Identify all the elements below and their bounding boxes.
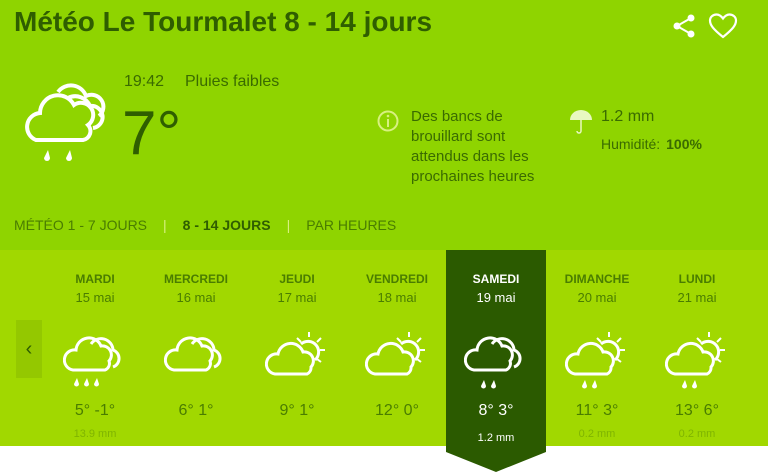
day-precipitation: 0.2 mm — [578, 428, 616, 440]
day-name: DIMANCHE — [564, 272, 630, 286]
current-condition: Pluies faibles — [185, 73, 280, 90]
sun-cloud-rain2-icon — [665, 332, 725, 389]
day-forecast[interactable]: LUNDI 21 mai 13° 6° 0.2 mm — [647, 250, 747, 446]
cloud-rain2-icon — [464, 336, 522, 389]
tab-separator: | — [163, 217, 167, 233]
day-forecast[interactable]: JEUDI 17 mai 9° 1° — [247, 250, 347, 446]
day-forecast[interactable]: VENDREDI 18 mai 12° 0° — [347, 250, 447, 446]
info-icon — [377, 110, 399, 132]
day-forecast[interactable]: MERCREDI 16 mai 6° 1° — [146, 250, 246, 446]
humidity-label: Humidité: — [601, 136, 661, 152]
tab-8-14-days[interactable]: 8 - 14 JOURS — [182, 217, 271, 233]
day-precipitation: 13.9 mm — [73, 428, 117, 440]
day-forecast[interactable]: SAMEDI 19 mai 8° 3° 1.2 mm — [446, 250, 546, 472]
current-temperature: 7° — [122, 99, 182, 168]
day-date: 17 mai — [277, 290, 317, 305]
current-weather-panel — [0, 0, 768, 250]
tab-1-7-days[interactable]: MÉTÉO 1 - 7 JOURS — [14, 217, 148, 233]
day-date: 15 mai — [75, 290, 115, 305]
day-temperatures: 6° 1° — [178, 402, 214, 419]
observation-time: 19:42 — [124, 73, 165, 90]
cloud-rain-icon — [25, 83, 106, 161]
share-icon[interactable] — [670, 12, 698, 40]
day-temperatures: 9° 1° — [279, 402, 315, 419]
day-temperatures: 8° 3° — [478, 402, 514, 419]
tab-separator: | — [286, 217, 291, 233]
cloud-rain3-icon — [63, 336, 121, 387]
day-temperatures: 13° 6° — [675, 402, 719, 419]
day-date: 16 mai — [176, 290, 216, 305]
previous-button[interactable]: ‹ — [16, 320, 42, 378]
day-name: VENDREDI — [365, 272, 428, 286]
day-date: 18 mai — [377, 290, 417, 305]
heart-icon[interactable] — [708, 12, 738, 40]
day-temperatures: 5° -1° — [74, 402, 116, 419]
cloud-icon — [164, 336, 222, 372]
day-name: JEUDI — [279, 272, 315, 286]
tab-hourly[interactable]: PAR HEURES — [306, 217, 397, 233]
day-name: MARDI — [75, 272, 115, 286]
humidity-value: 100% — [666, 136, 702, 152]
precipitation-amount: 1.2 mm — [601, 108, 655, 125]
day-name: MERCREDI — [163, 272, 228, 286]
sun-cloud-icon — [365, 332, 425, 376]
day-precipitation: 1.2 mm — [477, 432, 515, 444]
chevron-left-icon: ‹ — [25, 337, 33, 360]
forecast-tabs: MÉTÉO 1 - 7 JOURS | 8 - 14 JOURS | PAR HEU… — [14, 217, 396, 233]
day-forecast[interactable]: MARDI 15 mai 5° -1° 13.9 mm — [45, 250, 145, 446]
day-date: 20 mai — [577, 290, 617, 305]
page-title: Météo Le Tourmalet 8 - 14 jours — [14, 6, 433, 37]
day-date: 19 mai — [476, 290, 516, 305]
day-precipitation: 0.2 mm — [678, 428, 716, 440]
day-forecast[interactable]: DIMANCHE 20 mai 11° 3° 0.2 mm — [547, 250, 647, 446]
humidity: Humidité: 100% — [601, 136, 702, 152]
day-date: 21 mai — [677, 290, 717, 305]
day-name: LUNDI — [678, 272, 716, 286]
day-name: SAMEDI — [472, 272, 520, 286]
day-temperatures: 11° 3° — [575, 402, 619, 419]
weather-notice: Des bancs de brouillard sont attendus da… — [411, 108, 535, 185]
sun-cloud-rain2-icon — [565, 332, 625, 389]
day-temperatures: 12° 0° — [375, 402, 419, 419]
sun-cloud-icon — [265, 332, 325, 376]
daily-forecast-strip — [0, 250, 768, 446]
umbrella-icon — [570, 110, 592, 134]
